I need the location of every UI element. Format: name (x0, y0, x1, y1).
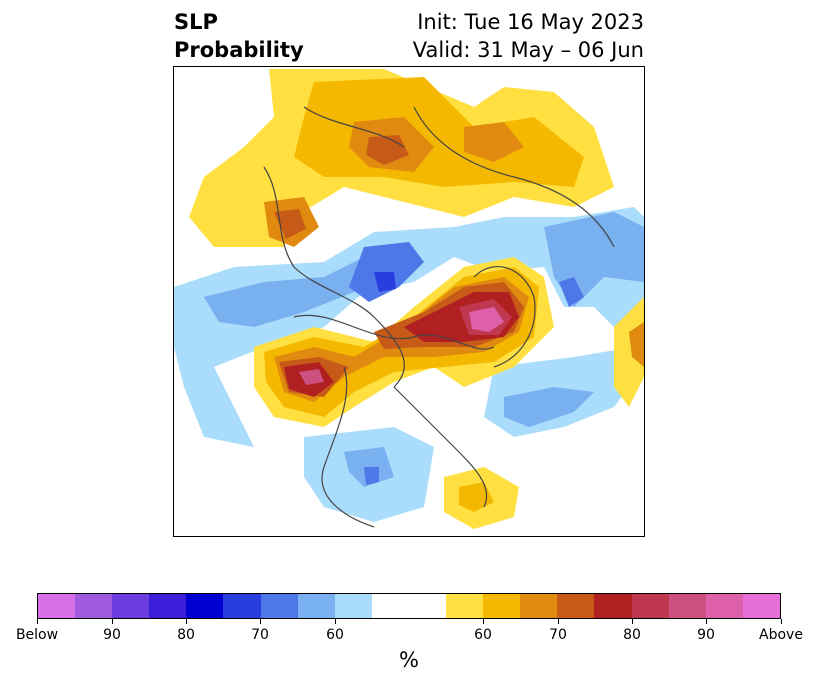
colorbar-swatch (408, 594, 447, 618)
colorbar-swatch (186, 594, 224, 618)
colorbar-tick-mark (186, 619, 187, 624)
colorbar-tick-mark (335, 619, 336, 624)
colorbar-swatch (38, 594, 76, 618)
map-title: SLP Probability (174, 8, 304, 64)
colorbar-swatch (260, 594, 298, 618)
colorbar-tick-mark (558, 619, 559, 624)
anomaly-positive-atlantic (444, 297, 644, 529)
colorbar-swatch (520, 594, 558, 618)
colorbar-swatch (334, 594, 372, 618)
colorbar-tick-label: Below (15, 627, 59, 643)
colorbar-swatch (668, 594, 706, 618)
colorbar-tick-label: 70 (251, 627, 269, 643)
colorbar-tick-mark (483, 619, 484, 624)
colorbar-swatch (223, 594, 261, 618)
colorbar-tick-label: 90 (697, 627, 715, 643)
colorbar-swatch (446, 594, 484, 618)
colorbar-tick-label: Above (759, 627, 803, 643)
colorbar-tick-label: 60 (474, 627, 492, 643)
anomaly-positive-arctic (254, 257, 554, 427)
coastlines (263, 106, 615, 528)
probability-map (173, 66, 645, 537)
title-line-1: SLP (174, 10, 218, 34)
init-date: Init: Tue 16 May 2023 (417, 10, 644, 34)
colorbar-tick-mark (706, 619, 707, 624)
colorbar-swatch (112, 594, 150, 618)
colorbar-swatch (483, 594, 521, 618)
colorbar-tick-label: 80 (177, 627, 195, 643)
colorbar-tick-label: 70 (549, 627, 567, 643)
anomaly-positive-siberia (189, 69, 614, 247)
colorbar-tick-mark (632, 619, 633, 624)
colorbar (37, 593, 781, 619)
title-line-2: Probability (174, 38, 304, 62)
colorbar-swatch (297, 594, 335, 618)
colorbar-tick-mark (112, 619, 113, 624)
colorbar-swatch (742, 594, 780, 618)
colorbar-swatch (371, 594, 409, 618)
colorbar-swatch (149, 594, 187, 618)
valid-dates: Valid: 31 May – 06 Jun (412, 38, 644, 62)
colorbar-swatch (705, 594, 743, 618)
colorbar-swatch (557, 594, 595, 618)
colorbar-tick-mark (260, 619, 261, 624)
colorbar-tick-label: 90 (103, 627, 121, 643)
colorbar-swatch (75, 594, 113, 618)
forecast-dates: Init: Tue 16 May 2023 Valid: 31 May – 06… (413, 8, 644, 64)
colorbar-swatch (631, 594, 669, 618)
colorbar-tick-mark (37, 619, 38, 624)
colorbar-tick-label: 80 (623, 627, 641, 643)
colorbar-unit: % (399, 648, 419, 672)
colorbar-tick-mark (781, 619, 782, 624)
colorbar-tick-label: 60 (326, 627, 344, 643)
colorbar-swatch (594, 594, 632, 618)
